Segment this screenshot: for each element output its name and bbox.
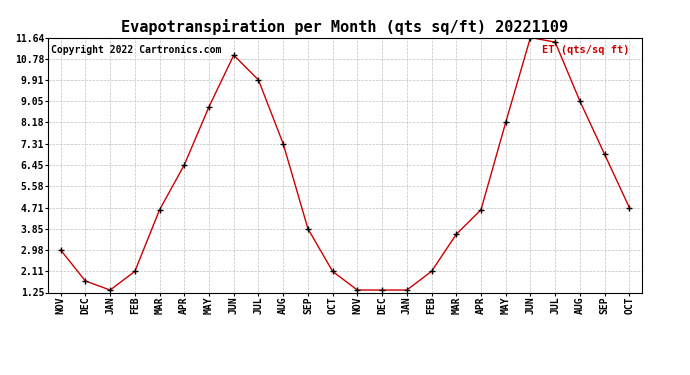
Text: Copyright 2022 Cartronics.com: Copyright 2022 Cartronics.com [51,45,221,55]
Text: ET (qts/sq ft): ET (qts/sq ft) [542,45,630,55]
Title: Evapotranspiration per Month (qts sq/ft) 20221109: Evapotranspiration per Month (qts sq/ft)… [121,19,569,35]
